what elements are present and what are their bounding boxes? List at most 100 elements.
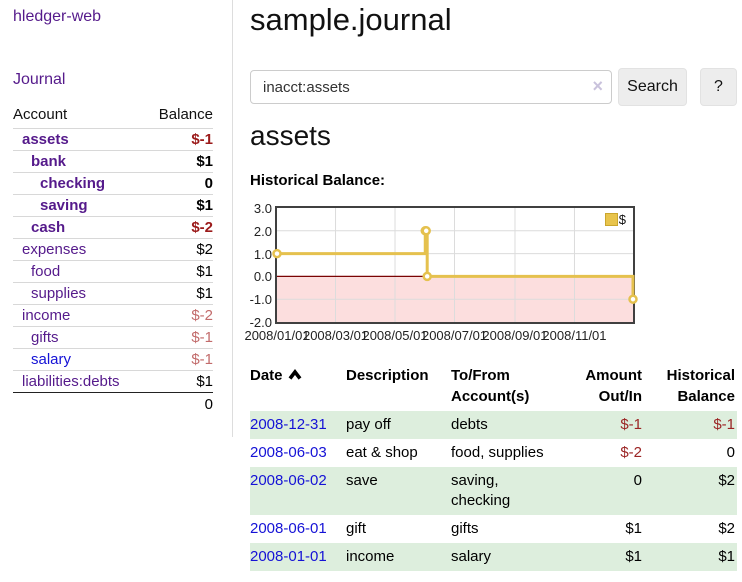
account-balance: $1 <box>145 260 213 283</box>
account-link-food[interactable]: food <box>31 263 61 280</box>
account-link-liabilities-debts[interactable]: liabilities:debts <box>22 373 120 390</box>
x-tick-label: 2008/01/01 <box>244 328 310 343</box>
transaction-accounts: saving, checking <box>451 472 511 509</box>
account-link-salary[interactable]: salary <box>31 351 72 368</box>
x-tick-label: 2008/03/01 <box>302 328 369 343</box>
y-tick-label: 3.0 <box>253 201 272 216</box>
account-row: supplies $1 <box>13 282 213 305</box>
register-row: 2008-01-01 income salary $1 $1 <box>250 543 737 571</box>
account-balance: $-1 <box>145 348 213 371</box>
account-balance: $-2 <box>145 216 213 239</box>
accounts-header-balance: Balance <box>158 106 213 123</box>
account-link-supplies[interactable]: supplies <box>31 285 87 302</box>
help-button[interactable]: ? <box>700 68 737 106</box>
transaction-balance: $2 <box>718 472 735 489</box>
transaction-description: pay off <box>346 416 391 433</box>
transaction-balance: 0 <box>726 444 735 461</box>
x-tick-label: 2008/11/01 <box>542 328 607 343</box>
sort-ascending-icon <box>288 369 301 380</box>
balance-chart[interactable]: $ <box>272 206 638 324</box>
account-balance: 0 <box>145 172 213 195</box>
transaction-accounts: debts <box>451 416 488 433</box>
chart-canvas <box>272 208 638 322</box>
account-link-cash[interactable]: cash <box>31 219 66 236</box>
register-row: 2008-06-01 gift gifts $1 $2 <box>250 515 737 543</box>
transaction-date-link[interactable]: 2008-06-01 <box>250 520 327 537</box>
transaction-accounts: gifts <box>451 520 479 537</box>
transaction-accounts: food, supplies <box>451 444 544 461</box>
chart-x-axis-labels: 2008/01/01 2008/03/01 2008/05/01 2008/07/01… <box>244 328 633 344</box>
search-button[interactable]: Search <box>618 68 687 106</box>
transaction-amount: $1 <box>625 548 642 565</box>
account-link-bank[interactable]: bank <box>31 153 67 170</box>
chart-title: Historical Balance: <box>250 172 386 189</box>
register-row: 2008-06-03 eat & shop food, supplies $-2 0 <box>250 439 737 467</box>
register-header-date[interactable]: Date <box>250 362 346 411</box>
account-balance: $1 <box>145 282 213 305</box>
transaction-balance: $2 <box>718 520 735 537</box>
account-balance: $2 <box>145 238 213 261</box>
transaction-amount: $-1 <box>620 416 642 433</box>
account-link-income[interactable]: income <box>22 307 71 324</box>
y-tick-label: 0.0 <box>253 269 272 285</box>
transaction-amount: $1 <box>625 520 642 537</box>
transaction-date-link[interactable]: 2008-06-03 <box>250 444 327 461</box>
account-row: expenses $2 <box>13 238 213 261</box>
register-header-to: To/From Account(s) <box>451 367 530 405</box>
chart-legend: $ <box>604 212 626 227</box>
transaction-balance: $1 <box>718 548 735 565</box>
transaction-description: eat & shop <box>346 444 418 461</box>
account-row: assets $-1 <box>13 128 213 151</box>
x-tick-label: 2008/09/01 <box>482 328 548 343</box>
register-row: 2008-12-31 pay off debts $-1 $-1 <box>250 411 737 439</box>
transaction-date-link[interactable]: 2008-01-01 <box>250 548 327 565</box>
transaction-description: save <box>346 472 378 489</box>
account-balance: $1 <box>145 370 213 393</box>
transaction-amount: 0 <box>633 472 642 489</box>
data-point-marker[interactable] <box>628 294 638 304</box>
data-point-marker[interactable] <box>422 271 432 282</box>
account-row: gifts $-1 <box>13 326 213 349</box>
account-link-assets[interactable]: assets <box>22 131 69 148</box>
account-row: food $1 <box>13 260 213 283</box>
account-row: income $-2 <box>13 304 213 327</box>
account-row: bank $1 <box>13 150 213 173</box>
register-table: Date Description To/From Account(s) Amount … <box>250 362 737 571</box>
search-box: × <box>250 70 612 104</box>
accounts-total-value: 0 <box>145 392 213 416</box>
register-header-description: Description <box>346 367 429 384</box>
app-title-link[interactable]: hledger-web <box>13 8 102 25</box>
account-balance: $-1 <box>145 326 213 349</box>
register-row: 2008-06-02 save saving, checking 0 $2 <box>250 467 737 515</box>
account-row: salary $-1 <box>13 348 213 371</box>
page-title: sample.journal <box>250 2 452 37</box>
account-balance: $-1 <box>145 128 213 151</box>
account-link-gifts[interactable]: gifts <box>31 329 59 346</box>
data-point-marker[interactable] <box>421 226 431 236</box>
account-balance: $1 <box>145 150 213 173</box>
x-tick-label: 2008/05/01 <box>362 328 428 343</box>
account-link-expenses[interactable]: expenses <box>22 241 87 258</box>
transaction-amount: $-2 <box>620 444 642 461</box>
accounts-header-account: Account <box>13 106 68 123</box>
search-input[interactable] <box>250 70 612 104</box>
transaction-description: gift <box>346 520 367 537</box>
sidebar-item-journal[interactable]: Journal <box>13 71 66 88</box>
y-tick-label: -2.0 <box>249 315 272 330</box>
account-row: checking 0 <box>13 172 213 195</box>
legend-label: $ <box>618 212 626 227</box>
clear-search-icon[interactable]: × <box>592 76 603 96</box>
account-balance: $-2 <box>145 304 213 327</box>
legend-swatch-icon <box>604 213 618 226</box>
register-header-amount: Amount Out/In <box>585 367 642 405</box>
account-link-saving[interactable]: saving <box>40 197 88 214</box>
accounts-total-spacer <box>13 392 146 416</box>
transaction-date-link[interactable]: 2008-12-31 <box>250 416 327 433</box>
account-balance: $1 <box>145 194 213 217</box>
account-link-checking[interactable]: checking <box>40 175 106 192</box>
y-tick-label: 1.0 <box>253 246 272 262</box>
transaction-date-link[interactable]: 2008-06-02 <box>250 472 327 489</box>
accounts-table: Account Balance assets $-1 bank $1 checking 0… <box>13 103 213 416</box>
sidebar: hledger-web Journal Account Balance asse… <box>0 0 233 437</box>
data-point-marker[interactable] <box>272 248 282 259</box>
